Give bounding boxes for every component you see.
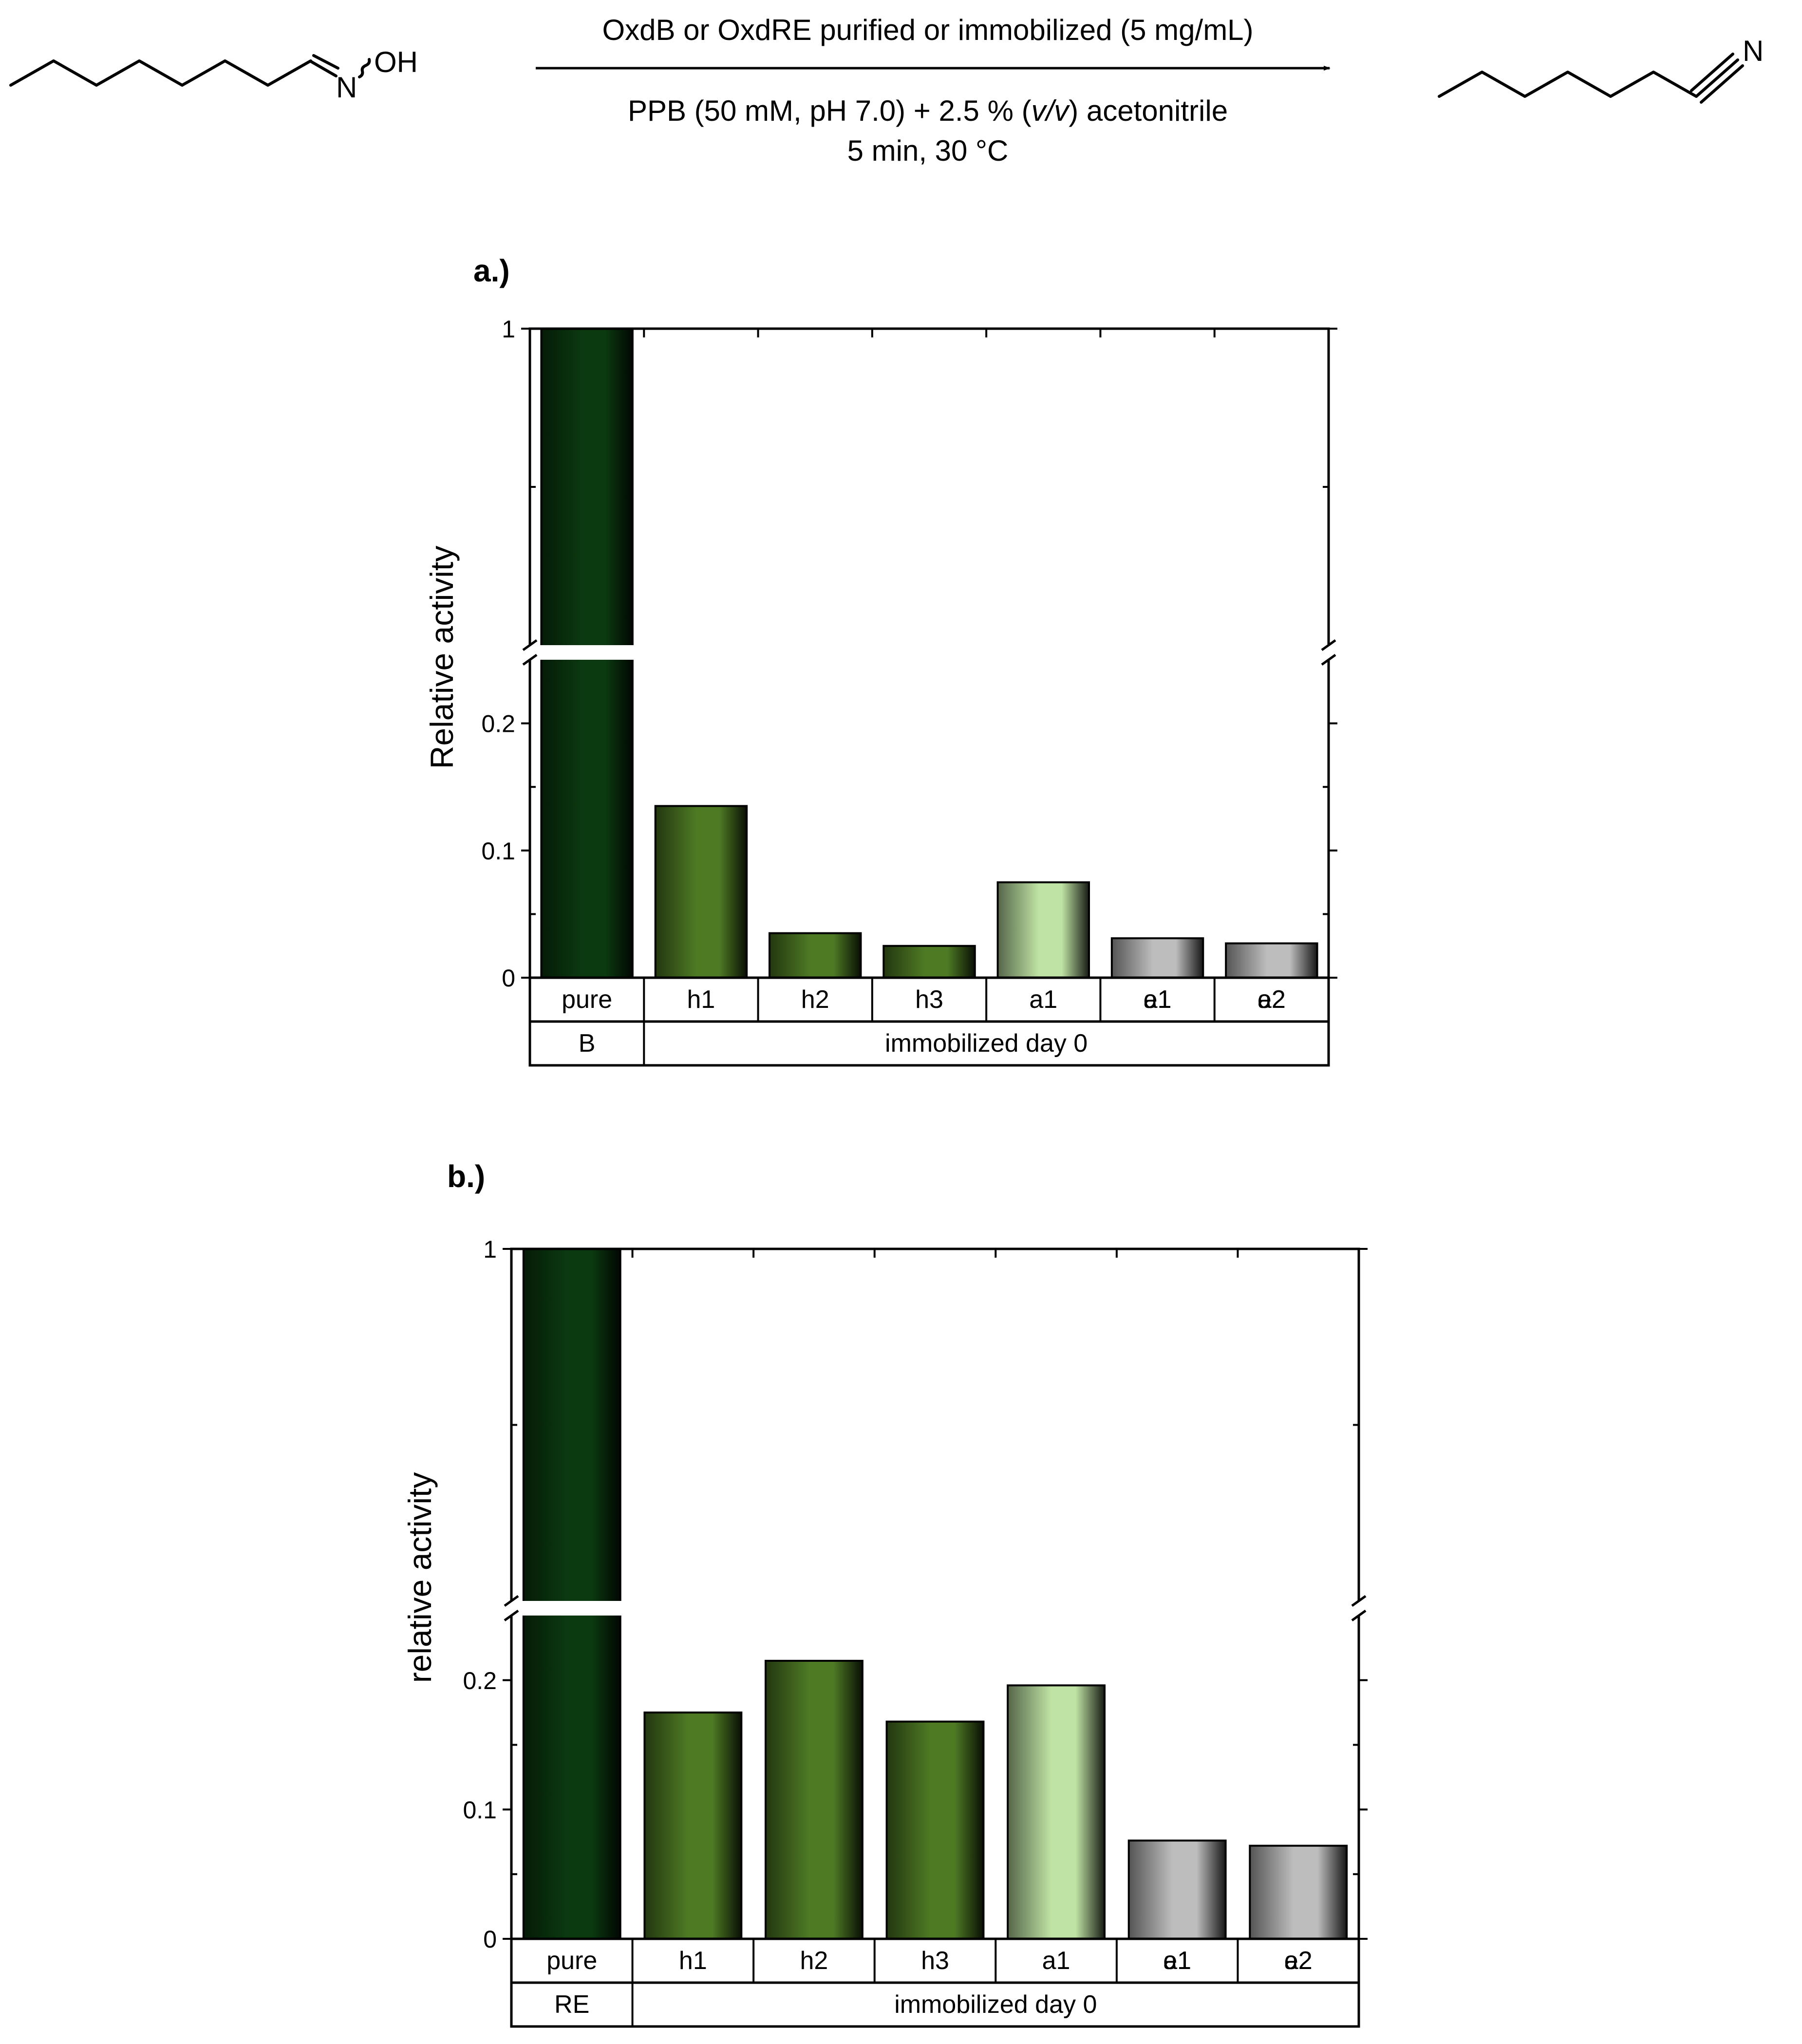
bar-pure: [522, 1248, 621, 1940]
group-label: B: [579, 1029, 596, 1058]
category-label-e2: e2: [1284, 1947, 1313, 1975]
bar-h1: [654, 805, 748, 979]
bar-a1: [1007, 1684, 1106, 1940]
bar-h3: [882, 945, 976, 979]
category-label-pure: pure: [562, 985, 612, 1014]
chart-panel-b: b.) relative activity 0 0.1 0.2 1 pure h1 h2 h3 a1…: [402, 1159, 1369, 2028]
substrate-hydroxyl: OH: [374, 46, 418, 78]
imine-double-bond: [312, 54, 339, 70]
y-axis-label: relative activity: [402, 1472, 438, 1683]
category-label-h1: h1: [679, 1947, 707, 1975]
category-label-h1: h1: [687, 985, 715, 1014]
axis-break-mark-right-lower: [1351, 1609, 1367, 1622]
reaction-arrow-group: OxdB or OxdRE purified or immobilized (5…: [536, 14, 1331, 167]
substrate-chain: [9, 59, 312, 87]
y-tick-label: 1: [502, 316, 515, 343]
panel-label: a.): [473, 253, 510, 288]
category-label-h2: h2: [800, 1947, 828, 1975]
bar-e1: [1110, 937, 1204, 979]
imine-single-bond: [309, 60, 338, 77]
reaction-scheme: N OH OxdB or OxdRE purified or immobiliz…: [9, 14, 1764, 167]
arrow-top-label: OxdB or OxdRE purified or immobilized (5…: [602, 14, 1253, 46]
panel-label: b.): [447, 1159, 485, 1194]
category-label-e2: e2: [1258, 985, 1286, 1014]
y-tick-label: 0.2: [481, 710, 515, 738]
category-label-a1: a1: [1029, 985, 1057, 1014]
y-tick-label: 1: [483, 1236, 497, 1263]
chart-panel-a: a.) Relative activity 0 0.1 0.2 1 pure h1 h2 h3 a1…: [424, 253, 1338, 1067]
axis-break-mark-left-upper: [522, 639, 538, 651]
category-label-a1: a1: [1042, 1947, 1070, 1975]
product-chain: [1438, 71, 1698, 98]
nitrile-triple-bond-3: [1700, 64, 1744, 104]
category-overlay-label: a2: [1284, 1947, 1313, 1975]
axis-break-mark-left-upper: [504, 1595, 519, 1607]
arrow-bottom-line1: PPB (50 mM, pH 7.0) + 2.5 % (v/v) aceton…: [628, 94, 1228, 127]
axis-break-mark-right-lower: [1321, 653, 1336, 666]
category-overlay-label: a1: [1163, 1947, 1191, 1975]
category-label-h3: h3: [915, 985, 943, 1014]
group-label: RE: [554, 1990, 589, 2019]
wavy-bond: [358, 58, 371, 78]
y-tick-label: 0: [483, 1926, 497, 1953]
product-nitrogen: N: [1743, 35, 1764, 67]
group-row: [528, 1020, 1330, 1067]
product-structure: N: [1438, 35, 1764, 104]
bar-a1: [996, 881, 1090, 979]
substrate-nitrogen: N: [336, 71, 357, 104]
axis-break-mark-left-lower: [504, 1609, 519, 1622]
axis-break-gap: [502, 1601, 1369, 1616]
nitrile-triple-bond-2: [1690, 53, 1734, 92]
y-tick-label: 0.1: [463, 1796, 497, 1823]
bar-h2: [765, 1659, 863, 1940]
category-overlay-label: a1: [1144, 985, 1172, 1014]
bar-h3: [885, 1720, 985, 1940]
group-label: immobilized day 0: [894, 1990, 1097, 2019]
category-label-e1: e1: [1163, 1947, 1191, 1975]
group-row: [510, 1981, 1360, 2028]
axis-break-gap: [520, 645, 1338, 660]
y-axis-label: Relative activity: [424, 546, 460, 769]
arrow-bottom-line2: 5 min, 30 °C: [847, 134, 1009, 167]
axis-break-mark-left-lower: [522, 653, 538, 666]
group-label: immobilized day 0: [885, 1029, 1088, 1058]
y-tick-label: 0.2: [463, 1667, 497, 1694]
category-label-pure: pure: [546, 1947, 597, 1975]
substrate-structure: N OH: [9, 46, 418, 104]
y-tick-label: 0: [502, 965, 515, 992]
bar-h1: [643, 1711, 743, 1940]
bar-e1: [1127, 1840, 1227, 1940]
bar-e2: [1225, 942, 1318, 979]
category-label-h2: h2: [801, 985, 829, 1014]
bar-e2: [1249, 1844, 1348, 1940]
category-label-e1: e1: [1144, 985, 1172, 1014]
y-tick-label: 0.1: [481, 837, 515, 865]
axis-break-mark-right-upper: [1321, 639, 1336, 651]
nitrile-triple-bond-1: [1695, 58, 1739, 98]
category-overlay-label: a2: [1258, 985, 1286, 1014]
axis-break-mark-right-upper: [1351, 1595, 1367, 1607]
bar-h2: [769, 932, 862, 979]
category-label-h3: h3: [921, 1947, 949, 1975]
